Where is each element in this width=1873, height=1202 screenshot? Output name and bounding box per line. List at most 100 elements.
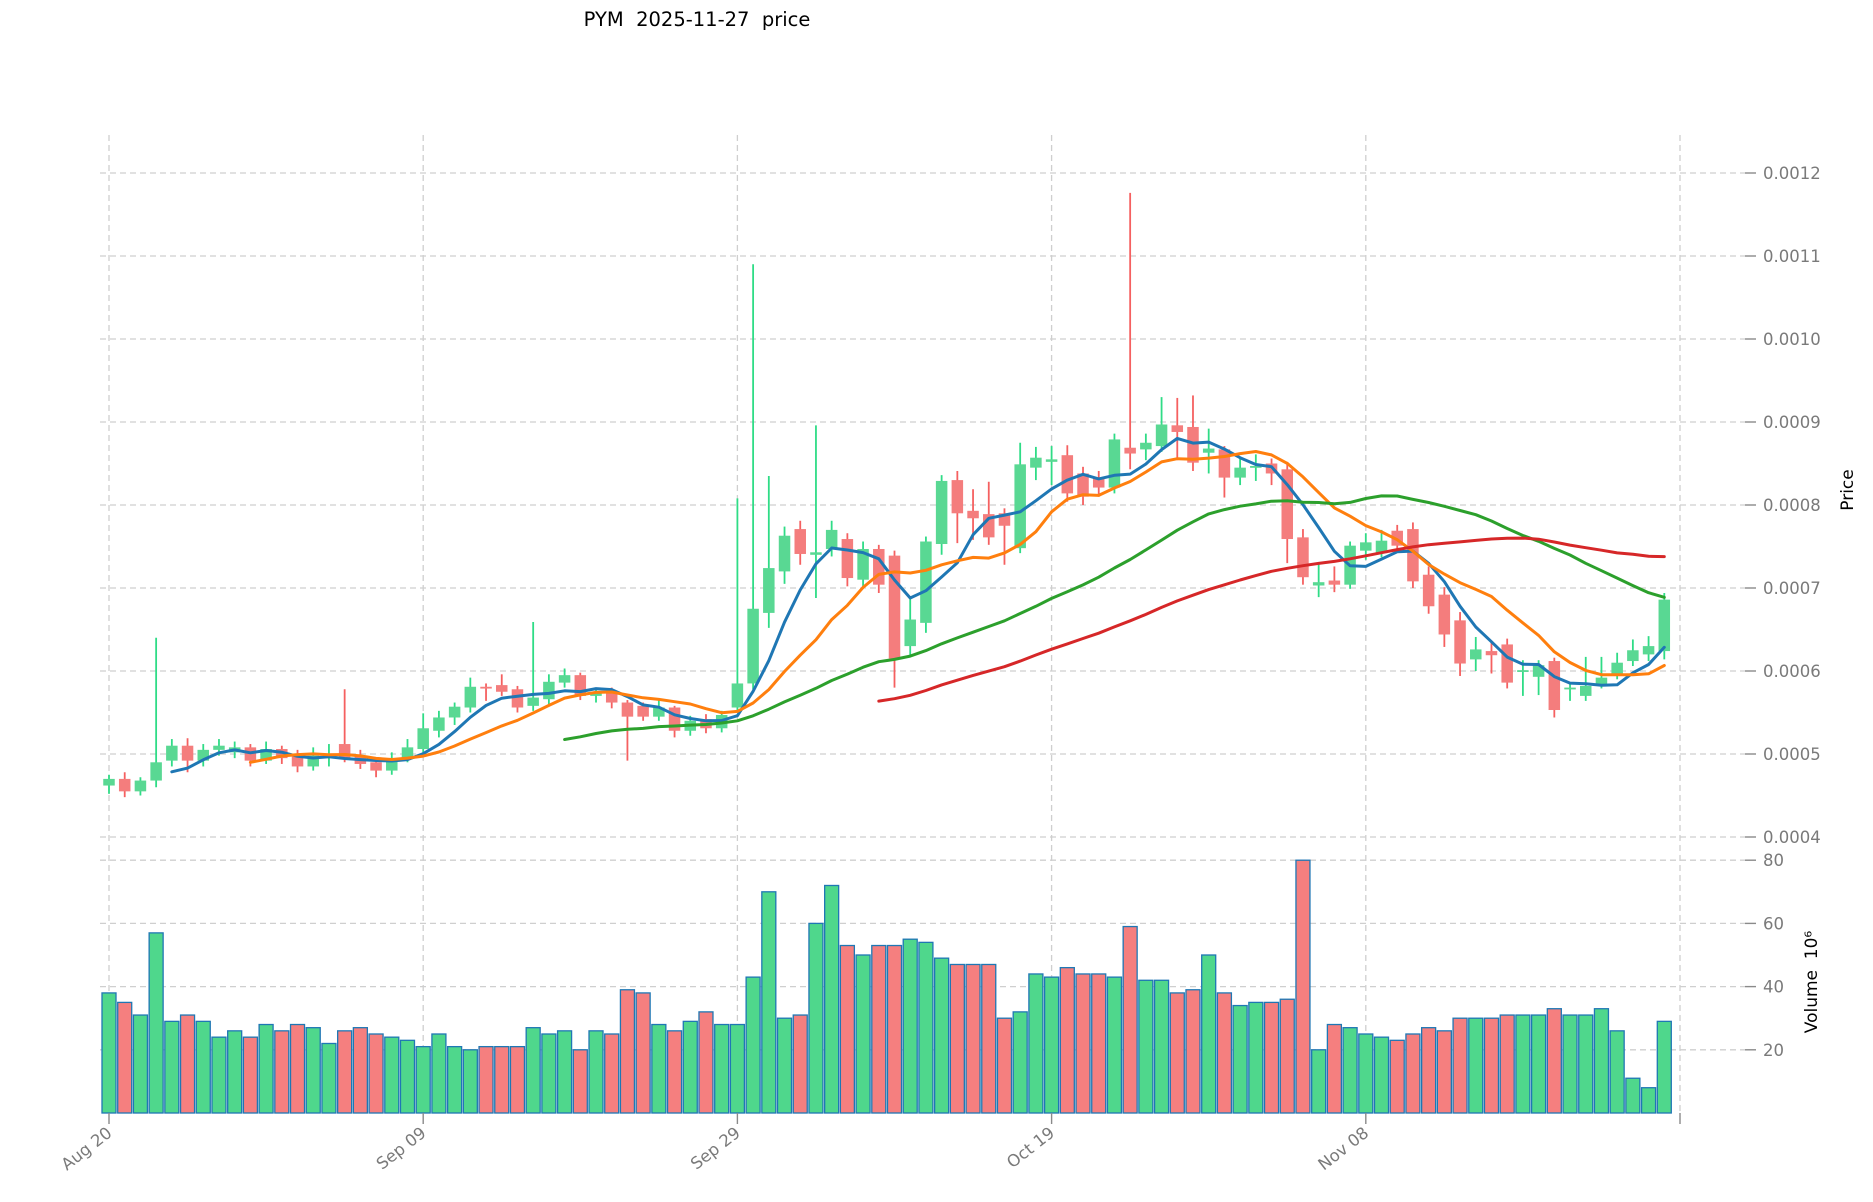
candle-body-down <box>873 548 885 585</box>
candle-body-down <box>888 555 901 659</box>
candle-body-down <box>1297 537 1309 578</box>
volume-bar <box>1593 1008 1610 1114</box>
price-tick-label: 0.0009 <box>1763 413 1821 432</box>
candle-body-down <box>1422 574 1435 607</box>
candle-body-down <box>181 745 194 761</box>
volume-bar <box>274 1030 290 1114</box>
volume-bar <box>981 963 997 1114</box>
candle-body-down <box>983 514 995 538</box>
candle-body-up <box>1470 649 1482 660</box>
candle-body-up <box>213 745 225 750</box>
volume-bar <box>1358 1033 1374 1114</box>
candle-body-down <box>511 689 524 708</box>
volume-bar <box>996 1017 1013 1114</box>
candle-body-down <box>1548 661 1561 711</box>
ma-line-ma30 <box>563 494 1666 741</box>
candle-body-down <box>951 480 964 514</box>
candle-body-up <box>260 749 272 761</box>
volume-bar <box>698 1011 714 1114</box>
candle-body-down <box>370 762 382 771</box>
volume-bar <box>1468 1017 1484 1114</box>
candle-body-down <box>1061 455 1074 494</box>
volume-bar <box>1201 954 1217 1114</box>
volume-bar <box>384 1036 400 1114</box>
volume-bar <box>776 1017 793 1114</box>
candle-body-down <box>291 755 304 767</box>
volume-bar <box>1452 1017 1468 1114</box>
volume-bar <box>509 1045 526 1114</box>
volume-bar <box>666 1030 683 1114</box>
candle-body-up <box>166 745 178 761</box>
volume-bar <box>1122 925 1138 1114</box>
volume-bar <box>1295 859 1311 1114</box>
volume-tick-label: 80 <box>1763 851 1784 870</box>
volume-bar <box>1216 992 1233 1114</box>
candle-body-up <box>935 480 948 545</box>
candle-body-up <box>433 717 445 731</box>
candle-body-up <box>1595 677 1608 686</box>
volume-bar <box>305 1027 321 1114</box>
volume-bar <box>368 1033 384 1114</box>
volume-bar <box>965 963 981 1114</box>
volume-axis-label: Volume 10⁶ <box>1802 930 1822 1034</box>
volume-bar <box>101 992 117 1114</box>
volume-bar <box>1028 973 1044 1114</box>
volume-bar <box>525 1027 541 1114</box>
volume-tick-label: 40 <box>1763 978 1784 997</box>
volume-bar <box>211 1036 227 1114</box>
candle-body-up <box>810 552 822 555</box>
volume-bar <box>258 1023 274 1114</box>
candle-body-up <box>1312 582 1325 586</box>
volume-bar <box>117 1001 133 1114</box>
volume-bar <box>572 1049 588 1114</box>
x-tick-label: Oct 19 <box>1003 1123 1058 1172</box>
volume-bar <box>761 891 777 1114</box>
price-tick-label: 0.0005 <box>1763 745 1821 764</box>
candle-body-up <box>1532 665 1545 677</box>
volume-bar <box>933 957 950 1114</box>
x-tick-label: Nov 08 <box>1315 1123 1373 1174</box>
volume-bar <box>1499 1014 1515 1114</box>
candle-body-up <box>1611 662 1623 676</box>
candle-body-up <box>1202 448 1215 453</box>
volume-bar <box>1043 976 1060 1114</box>
x-tick-label: Sep 29 <box>687 1123 744 1173</box>
candle-body-up <box>1517 670 1529 672</box>
volume-bar <box>1106 976 1123 1114</box>
volume-bar <box>1562 1014 1578 1114</box>
candle-body-down <box>841 539 854 579</box>
candle-body-up <box>825 529 838 549</box>
candle-body-up <box>747 608 759 684</box>
volume-bar <box>164 1020 180 1114</box>
volume-bar <box>682 1020 698 1114</box>
candle-body-down <box>574 675 587 696</box>
volume-bar <box>1656 1020 1672 1114</box>
price-tick-label: 0.0006 <box>1763 662 1821 681</box>
volume-tick-label: 20 <box>1763 1041 1784 1060</box>
candle-body-up <box>558 675 571 683</box>
volume-bar <box>227 1030 243 1114</box>
volume-bar <box>541 1033 557 1114</box>
ma-line-ma50 <box>877 536 1666 703</box>
volume-bar <box>1169 992 1185 1114</box>
volume-bar <box>1153 979 1170 1114</box>
candle-body-down <box>1501 644 1513 683</box>
candle-body-down <box>1092 477 1105 488</box>
candle-body-up <box>731 683 744 708</box>
candle-body-down <box>794 529 806 554</box>
volume-bar <box>651 1023 667 1114</box>
price-tick-label: 0.0012 <box>1763 164 1821 183</box>
candle-body-up <box>1658 599 1671 652</box>
volume-bar <box>1185 989 1201 1114</box>
volume-bar <box>478 1045 494 1114</box>
chart-title: PYM 2025-11-27 price <box>583 8 811 31</box>
candle-body-up <box>1045 459 1058 462</box>
candle-body-up <box>1360 542 1372 551</box>
price-tick-label: 0.0007 <box>1763 579 1821 598</box>
price-tick-label: 0.0004 <box>1763 828 1821 847</box>
candle-body-up <box>1108 439 1121 488</box>
candle-body-up <box>1375 540 1388 554</box>
volume-bar <box>1436 1030 1452 1114</box>
candle-body-down <box>1454 620 1466 664</box>
